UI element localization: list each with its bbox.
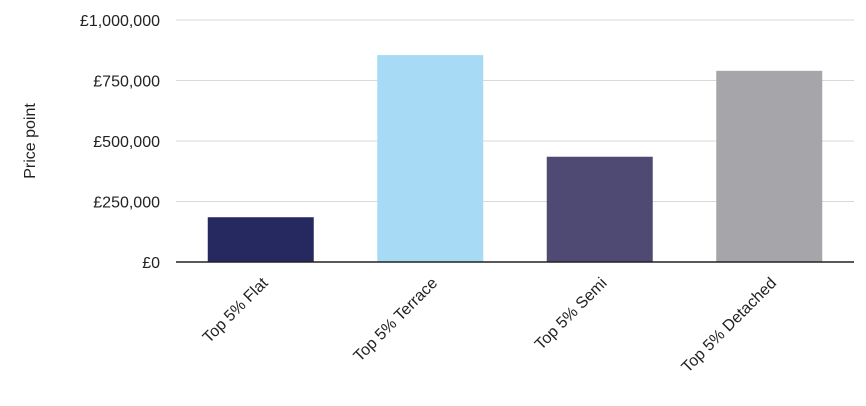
x-category-label: Top 5% Detached — [679, 275, 780, 376]
bar — [716, 70, 823, 262]
x-category-label: Top 5% Flat — [200, 274, 272, 346]
x-category-label: Top 5% Semi — [532, 275, 611, 354]
y-tick-label: £500,000 — [93, 134, 160, 151]
bar — [377, 55, 484, 263]
y-tick-label: £1,000,000 — [80, 13, 160, 30]
bar — [207, 217, 314, 262]
y-tick-label: £750,000 — [93, 74, 160, 91]
y-axis-title: Price point — [22, 103, 39, 179]
bar — [546, 156, 653, 262]
y-tick-labels: £0 £250,000 £500,000 £750,000 £1,000,000 — [80, 13, 160, 272]
y-tick-label: £250,000 — [93, 195, 160, 212]
x-category-labels: Top 5% Flat Top 5% Terrace Top 5% Semi Top … — [200, 274, 780, 376]
y-tick-label: £0 — [142, 255, 160, 272]
bars — [207, 55, 823, 263]
x-category-label: Top 5% Terrace — [351, 275, 441, 365]
